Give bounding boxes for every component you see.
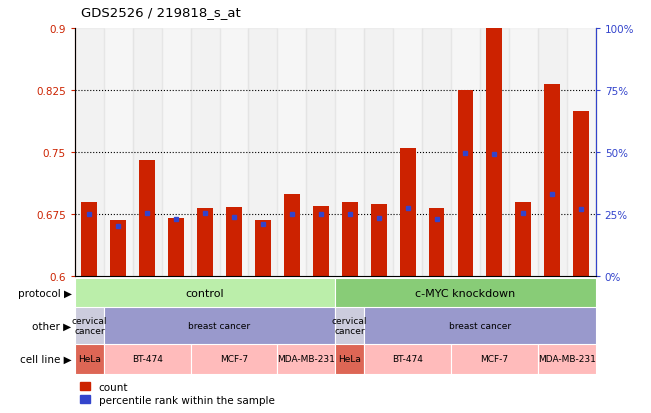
Bar xyxy=(335,29,364,277)
Bar xyxy=(574,112,589,277)
Bar xyxy=(75,279,335,308)
Text: MCF-7: MCF-7 xyxy=(220,354,248,363)
Text: GDS2526 / 219818_s_at: GDS2526 / 219818_s_at xyxy=(81,6,241,19)
Bar xyxy=(197,209,213,277)
Bar xyxy=(104,29,133,277)
Bar xyxy=(480,29,509,277)
Bar xyxy=(226,207,242,277)
Bar xyxy=(161,29,191,277)
Bar xyxy=(133,29,161,277)
Bar xyxy=(277,29,307,277)
Bar xyxy=(486,29,503,277)
Text: HeLa: HeLa xyxy=(339,354,361,363)
Bar xyxy=(335,344,364,374)
Bar xyxy=(168,219,184,277)
Bar xyxy=(516,202,531,277)
Bar xyxy=(104,344,191,374)
Bar xyxy=(393,29,422,277)
Bar xyxy=(364,308,596,344)
Text: HeLa: HeLa xyxy=(78,354,101,363)
Text: breast cancer: breast cancer xyxy=(189,321,251,330)
Bar xyxy=(342,202,357,277)
Bar xyxy=(364,29,393,277)
Bar xyxy=(277,344,335,374)
Bar xyxy=(75,344,104,374)
Text: protocol ▶: protocol ▶ xyxy=(18,288,72,298)
Bar xyxy=(451,344,538,374)
Bar xyxy=(370,204,387,277)
Text: MCF-7: MCF-7 xyxy=(480,354,508,363)
Bar xyxy=(75,29,104,277)
Text: MDA-MB-231: MDA-MB-231 xyxy=(538,354,596,363)
Bar xyxy=(428,209,445,277)
Bar xyxy=(104,308,335,344)
Bar xyxy=(81,202,97,277)
Bar xyxy=(191,344,277,374)
Bar xyxy=(110,221,126,277)
Bar xyxy=(313,206,329,277)
Bar xyxy=(509,29,538,277)
Bar xyxy=(364,344,451,374)
Bar xyxy=(544,85,561,277)
Bar xyxy=(335,308,364,344)
Text: c-MYC knockdown: c-MYC knockdown xyxy=(415,288,516,298)
Text: breast cancer: breast cancer xyxy=(449,321,511,330)
Bar xyxy=(458,91,473,277)
Bar xyxy=(255,221,271,277)
Bar xyxy=(451,29,480,277)
Bar xyxy=(335,279,596,308)
Bar xyxy=(284,194,300,277)
Bar xyxy=(249,29,277,277)
Bar xyxy=(307,29,335,277)
Text: cell line ▶: cell line ▶ xyxy=(20,354,72,364)
Text: BT-474: BT-474 xyxy=(392,354,423,363)
Bar xyxy=(139,161,155,277)
Bar xyxy=(219,29,249,277)
Text: control: control xyxy=(186,288,225,298)
Text: MDA-MB-231: MDA-MB-231 xyxy=(277,354,335,363)
Bar xyxy=(422,29,451,277)
Bar xyxy=(400,149,415,277)
Legend: count, percentile rank within the sample: count, percentile rank within the sample xyxy=(80,382,275,405)
Bar xyxy=(191,29,219,277)
Bar xyxy=(538,344,596,374)
Bar xyxy=(538,29,567,277)
Text: other ▶: other ▶ xyxy=(33,321,72,331)
Text: cervical
cancer: cervical cancer xyxy=(332,316,367,335)
Text: cervical
cancer: cervical cancer xyxy=(72,316,107,335)
Bar xyxy=(75,308,104,344)
Text: BT-474: BT-474 xyxy=(132,354,163,363)
Bar xyxy=(567,29,596,277)
